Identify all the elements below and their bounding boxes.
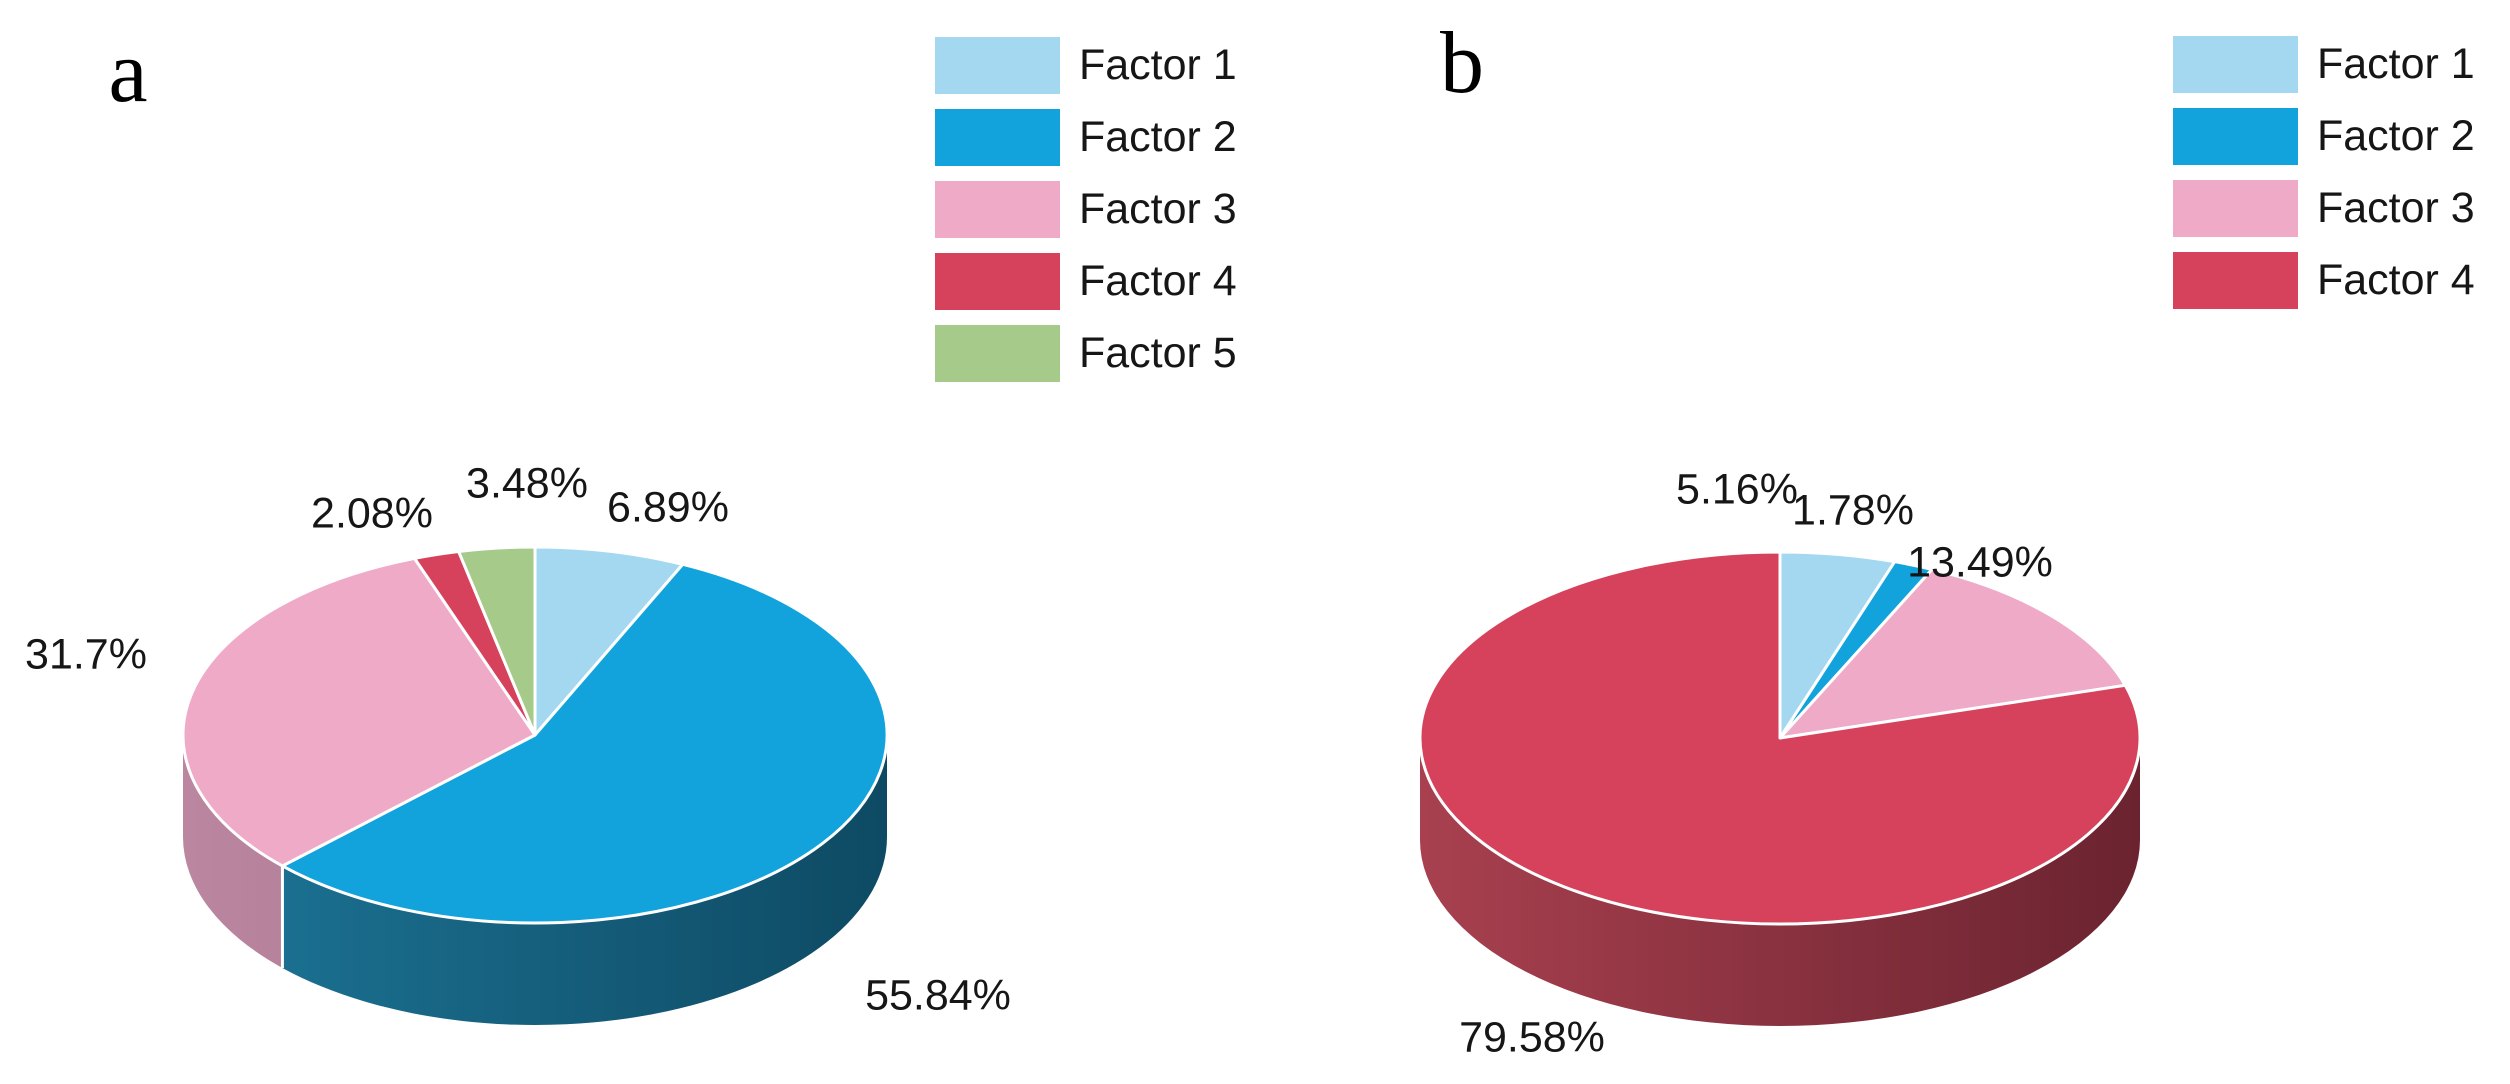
legend-item-factor-2: Factor 2 xyxy=(2173,108,2475,165)
pie-b-wall-factor-4 xyxy=(1420,738,2140,1026)
legend-label: Factor 4 xyxy=(2317,256,2475,304)
legend-label: Factor 4 xyxy=(1079,257,1237,305)
legend-swatch-factor-5 xyxy=(935,325,1060,382)
legend-label: Factor 2 xyxy=(2317,112,2475,160)
legend-swatch-factor-3 xyxy=(2173,180,2298,237)
legend-label: Factor 3 xyxy=(1079,185,1237,233)
legend-item-factor-1: Factor 1 xyxy=(2173,36,2475,93)
pie-b-slice-factor-3 xyxy=(1778,567,2127,740)
slice-label-b-factor-4: 79.58% xyxy=(1459,1013,1605,1062)
legend-swatch-factor-1 xyxy=(2173,36,2298,93)
legend-label: Factor 1 xyxy=(2317,40,2475,88)
slice-label-a-factor-3: 31.7% xyxy=(25,630,147,679)
slice-label-a-factor-1: 6.89% xyxy=(607,483,729,532)
slice-label-a-factor-2: 55.84% xyxy=(865,971,1011,1020)
legend-item-factor-3: Factor 3 xyxy=(2173,180,2475,237)
panel-title-a: a xyxy=(108,24,148,121)
panel-title-b: b xyxy=(1440,15,1484,112)
legend-item-factor-5: Factor 5 xyxy=(935,325,1237,382)
legend-label: Factor 5 xyxy=(1079,329,1237,377)
legend-label: Factor 3 xyxy=(2317,184,2475,232)
pie-a-wall-factor-3 xyxy=(183,735,283,968)
pie-chart-a xyxy=(181,545,889,1025)
legend-label: Factor 1 xyxy=(1079,41,1237,89)
pie-a-slice-factor-3 xyxy=(181,556,537,868)
slice-label-a-factor-4: 2.08% xyxy=(311,489,433,538)
pie-a-slice-factor-5 xyxy=(457,545,537,737)
pie-a-slice-factor-2 xyxy=(280,562,889,925)
legend-item-factor-4: Factor 4 xyxy=(935,253,1237,310)
pie-b-slice-factor-4 xyxy=(1418,550,2142,926)
legend-swatch-factor-1 xyxy=(935,37,1060,94)
slice-label-b-factor-1: 5.16% xyxy=(1676,465,1798,514)
pie-a-wall-factor-2 xyxy=(282,735,888,1025)
legend-swatch-factor-4 xyxy=(935,253,1060,310)
legend-item-factor-4: Factor 4 xyxy=(2173,252,2475,309)
slice-label-a-factor-5: 3.48% xyxy=(466,459,588,508)
slice-label-b-factor-2: 1.78% xyxy=(1792,486,1914,535)
legend-item-factor-3: Factor 3 xyxy=(935,181,1237,238)
slice-label-b-factor-3: 13.49% xyxy=(1907,538,2053,587)
legend-item-factor-2: Factor 2 xyxy=(935,109,1237,166)
legend-swatch-factor-3 xyxy=(935,181,1060,238)
pie-a-slice-factor-1 xyxy=(533,545,685,737)
legend-item-factor-1: Factor 1 xyxy=(935,37,1237,94)
legend-swatch-factor-2 xyxy=(2173,108,2298,165)
legend-b: Factor 1 Factor 2 Factor 3 Factor 4 xyxy=(2173,36,2475,324)
pie-chart-b xyxy=(1418,550,2142,1026)
legend-swatch-factor-2 xyxy=(935,109,1060,166)
legend-label: Factor 2 xyxy=(1079,113,1237,161)
legend-a: Factor 1 Factor 2 Factor 3 Factor 4 Factor 5 xyxy=(935,37,1237,397)
legend-swatch-factor-4 xyxy=(2173,252,2298,309)
